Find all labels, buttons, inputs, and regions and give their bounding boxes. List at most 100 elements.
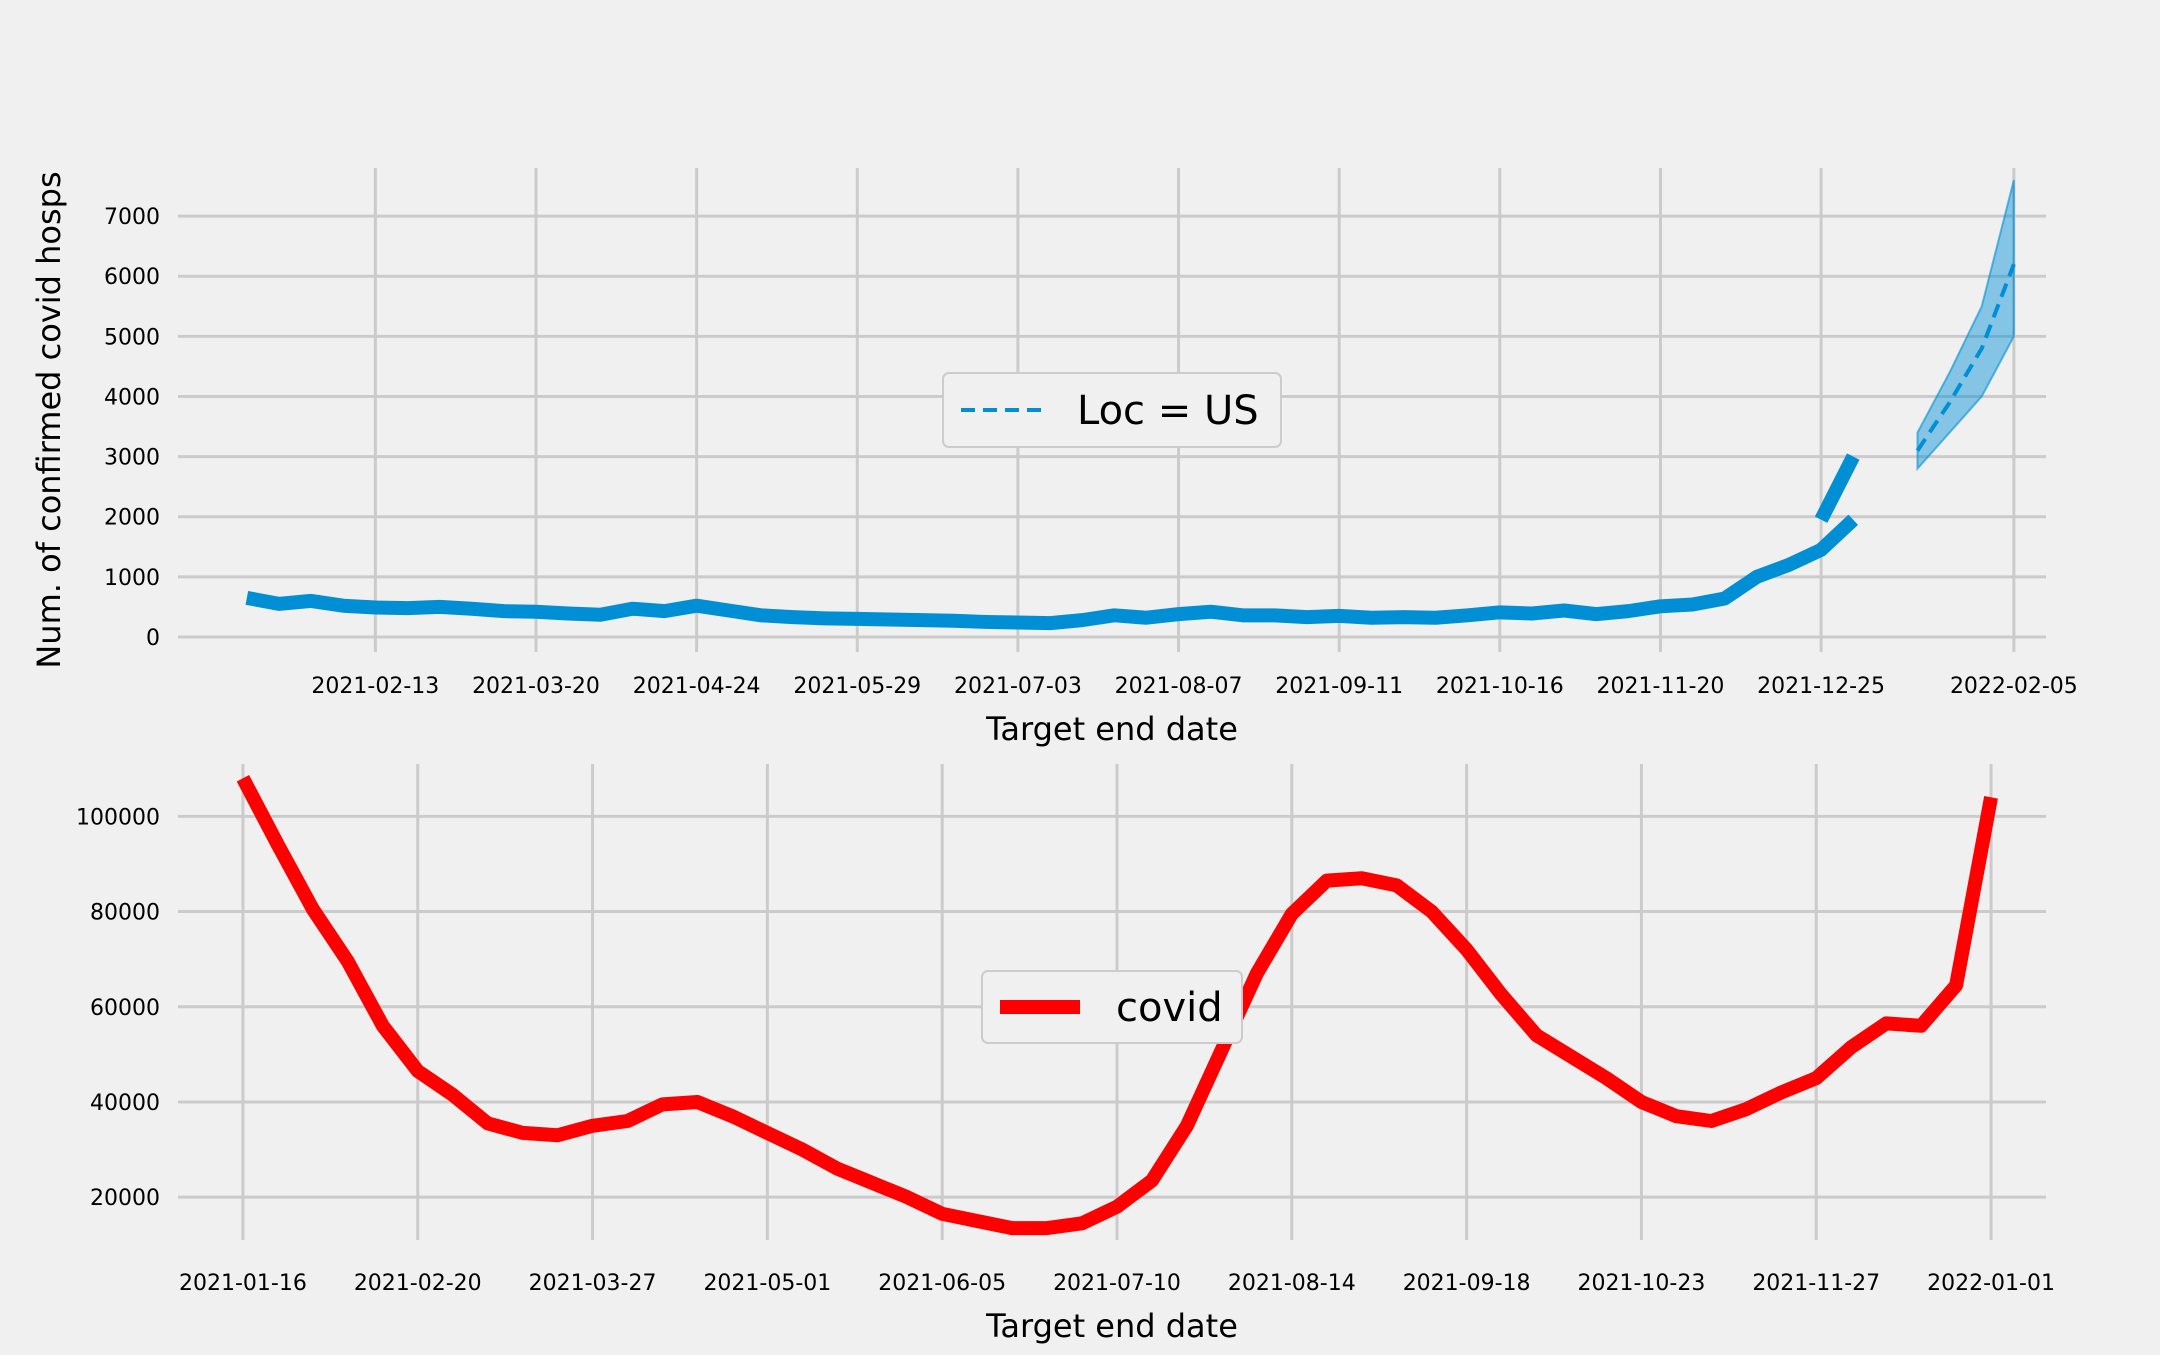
data-point xyxy=(382,1025,383,1026)
x-tick-label: 2021-02-13 xyxy=(311,674,439,699)
data-point xyxy=(1564,610,1565,611)
legend-label: covid xyxy=(1116,985,1223,1031)
data-point xyxy=(1361,878,1362,879)
data-point xyxy=(1606,1078,1607,1079)
data-point xyxy=(921,620,922,621)
data-point xyxy=(1676,1116,1677,1117)
hospitalizations-panel: 0 1000 2000 3000 4000 5000 6000 7000 2021-02-13 2… xyxy=(30,168,2078,748)
x-tick-label: 2021-09-18 xyxy=(1403,1271,1531,1296)
data-point xyxy=(1499,612,1500,613)
data-point xyxy=(767,1132,768,1133)
data-point xyxy=(728,610,729,611)
data-point xyxy=(1466,949,1467,950)
data-point xyxy=(1403,617,1404,618)
data-point xyxy=(522,1132,523,1133)
data-point xyxy=(246,597,247,598)
data-point xyxy=(1981,348,1982,349)
forecast-interval-band xyxy=(1916,179,2015,472)
x-tick-label: 2021-11-27 xyxy=(1752,1271,1880,1296)
data-point xyxy=(1746,1109,1747,1110)
x-axis-label: Target end date xyxy=(985,710,1238,748)
data-point xyxy=(1221,1049,1222,1050)
data-point xyxy=(312,909,313,910)
data-point xyxy=(1371,617,1372,618)
data-point xyxy=(1660,606,1661,607)
y-tick-label: 2000 xyxy=(104,506,160,531)
data-point xyxy=(1821,549,1822,550)
data-point xyxy=(1339,615,1340,616)
data-point xyxy=(1307,617,1308,618)
x-tick-label: 2021-03-20 xyxy=(472,674,600,699)
data-point xyxy=(977,1220,978,1221)
data-point xyxy=(1012,1228,1013,1229)
data-point xyxy=(1816,1078,1817,1079)
data-point xyxy=(487,1123,488,1124)
y-tick-label: 80000 xyxy=(90,901,160,926)
data-point xyxy=(837,1168,838,1169)
data-point xyxy=(1853,456,1854,457)
data-point xyxy=(1082,620,1083,621)
data-point xyxy=(1326,880,1327,881)
data-point xyxy=(942,1213,943,1214)
data-point xyxy=(793,617,794,618)
data-point xyxy=(1256,973,1257,974)
data-point xyxy=(760,615,761,616)
x-axis-label: Target end date xyxy=(985,1307,1238,1345)
data-point xyxy=(535,611,536,612)
data-point xyxy=(985,621,986,622)
data-point xyxy=(1949,402,1950,403)
x-tick-label: 2022-02-05 xyxy=(1950,674,2078,699)
data-point xyxy=(1116,1206,1117,1207)
data-point xyxy=(1851,1047,1852,1048)
y-tick-label: 1000 xyxy=(104,566,160,591)
data-point xyxy=(1114,615,1115,616)
data-point xyxy=(1242,615,1243,616)
x-tick-label: 2021-12-25 xyxy=(1757,674,1885,699)
y-tick-label: 6000 xyxy=(104,265,160,290)
x-tick-label: 2021-03-27 xyxy=(529,1271,657,1296)
data-point xyxy=(1821,519,1822,520)
series-line-0 xyxy=(236,775,1998,1236)
data-point xyxy=(1017,622,1018,623)
y-tick-label: 40000 xyxy=(90,1091,160,1116)
x-tick-label: 2021-06-05 xyxy=(878,1271,1006,1296)
data-point xyxy=(1641,1101,1642,1102)
data-point xyxy=(1531,613,1532,614)
data-point xyxy=(242,778,243,779)
data-point xyxy=(1956,985,1957,986)
data-point xyxy=(1178,614,1179,615)
data-point xyxy=(471,608,472,609)
data-point xyxy=(732,1116,733,1117)
legend-box xyxy=(981,970,1243,1044)
data-point xyxy=(632,608,633,609)
data-point xyxy=(1692,604,1693,605)
data-point xyxy=(1186,1125,1187,1126)
data-point xyxy=(557,1135,558,1136)
data-point xyxy=(311,600,312,601)
data-point xyxy=(1991,797,1992,798)
data-point xyxy=(1146,617,1147,618)
data-point xyxy=(696,605,697,606)
data-point xyxy=(452,1094,453,1095)
x-tick-label: 2021-11-20 xyxy=(1597,674,1725,699)
data-point xyxy=(1781,1092,1782,1093)
data-point xyxy=(343,605,344,606)
data-point xyxy=(1628,611,1629,612)
data-point xyxy=(417,1071,418,1072)
data-point xyxy=(1274,615,1275,616)
y-tick-label: 100000 xyxy=(76,805,160,830)
data-point xyxy=(277,844,278,845)
observed-jump-line-1 xyxy=(1814,453,1860,523)
x-tick-label: 2021-07-10 xyxy=(1053,1271,1181,1296)
data-point xyxy=(1711,1121,1712,1122)
data-point xyxy=(592,1125,593,1126)
x-tick-label: 2021-01-16 xyxy=(179,1271,307,1296)
data-point xyxy=(662,1104,663,1105)
data-point xyxy=(1467,615,1468,616)
legend-label: Loc = US xyxy=(1077,388,1259,434)
data-point xyxy=(1210,611,1211,612)
data-point xyxy=(872,1182,873,1183)
x-tick-label: 2021-07-03 xyxy=(954,674,1082,699)
data-point xyxy=(1596,614,1597,615)
